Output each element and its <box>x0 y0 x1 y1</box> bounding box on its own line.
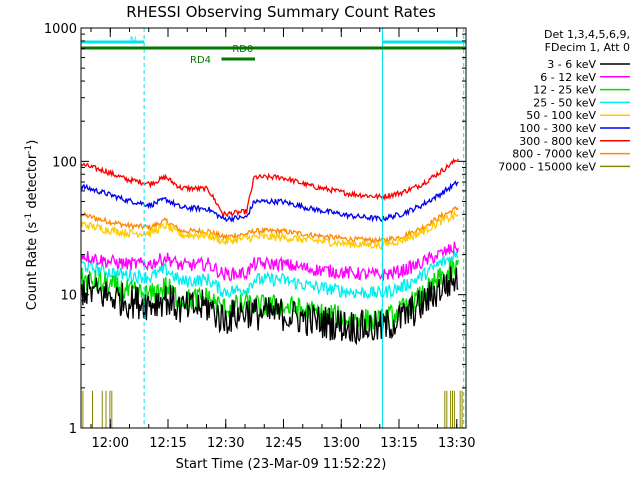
series-line-5 <box>80 180 459 224</box>
legend-label-4: 50 - 100 keV <box>526 109 596 122</box>
series-line-1 <box>80 241 459 282</box>
legend-label-1: 6 - 12 keV <box>540 71 596 84</box>
series-line-8 <box>82 390 467 428</box>
x-axis-label: Start Time (23-Mar-09 11:52:22) <box>176 457 387 472</box>
legend-label-5: 100 - 300 keV <box>519 122 596 135</box>
attenuator-label-0: N <box>130 36 137 46</box>
rd4-label: RD4 <box>190 55 211 66</box>
series-line-6 <box>80 157 459 218</box>
legend-header-line-0: Det 1,3,4,5,6,9, <box>544 28 630 41</box>
x-tick-label-6: 13:30 <box>438 436 475 451</box>
x-tick-label-0: 12:00 <box>92 436 129 451</box>
legend-label-8: 7000 - 15000 keV <box>498 160 596 173</box>
plot-frame <box>80 27 467 429</box>
x-tick-label-2: 12:30 <box>207 436 244 451</box>
y-tick-label-0: 1 <box>69 422 77 437</box>
x-tick-label-5: 13:15 <box>380 436 417 451</box>
chart-title: RHESSI Observing Summary Count Rates <box>126 3 436 21</box>
rd0-label: RD0 <box>232 44 253 55</box>
y-axis-label: Count Rate (s-1 detector-1) <box>24 140 40 311</box>
legend-header: Det 1,3,4,5,6,9,FDecim 1, Att 0 <box>544 28 630 54</box>
legend-label-6: 300 - 800 keV <box>519 135 596 148</box>
legend-label-7: 800 - 7000 keV <box>512 148 596 161</box>
legend-label-2: 12 - 25 keV <box>533 84 596 97</box>
plot-area: N RD0 RD4 1 10 100 1000 12:00 12:15 12:30 12:45 13:… <box>44 22 476 451</box>
legend-header-line-1: FDecim 1, Att 0 <box>545 41 630 54</box>
y-tick-label-1: 10 <box>60 289 77 304</box>
legend-label-3: 25 - 50 keV <box>533 96 596 109</box>
x-tick-label-1: 12:15 <box>149 436 186 451</box>
x-tick-label-4: 13:00 <box>323 436 360 451</box>
legend-label-0: 3 - 6 keV <box>547 58 596 71</box>
y-tick-label-2: 100 <box>52 155 77 170</box>
y-tick-label-3: 1000 <box>44 22 77 37</box>
x-tick-label-3: 12:45 <box>265 436 302 451</box>
